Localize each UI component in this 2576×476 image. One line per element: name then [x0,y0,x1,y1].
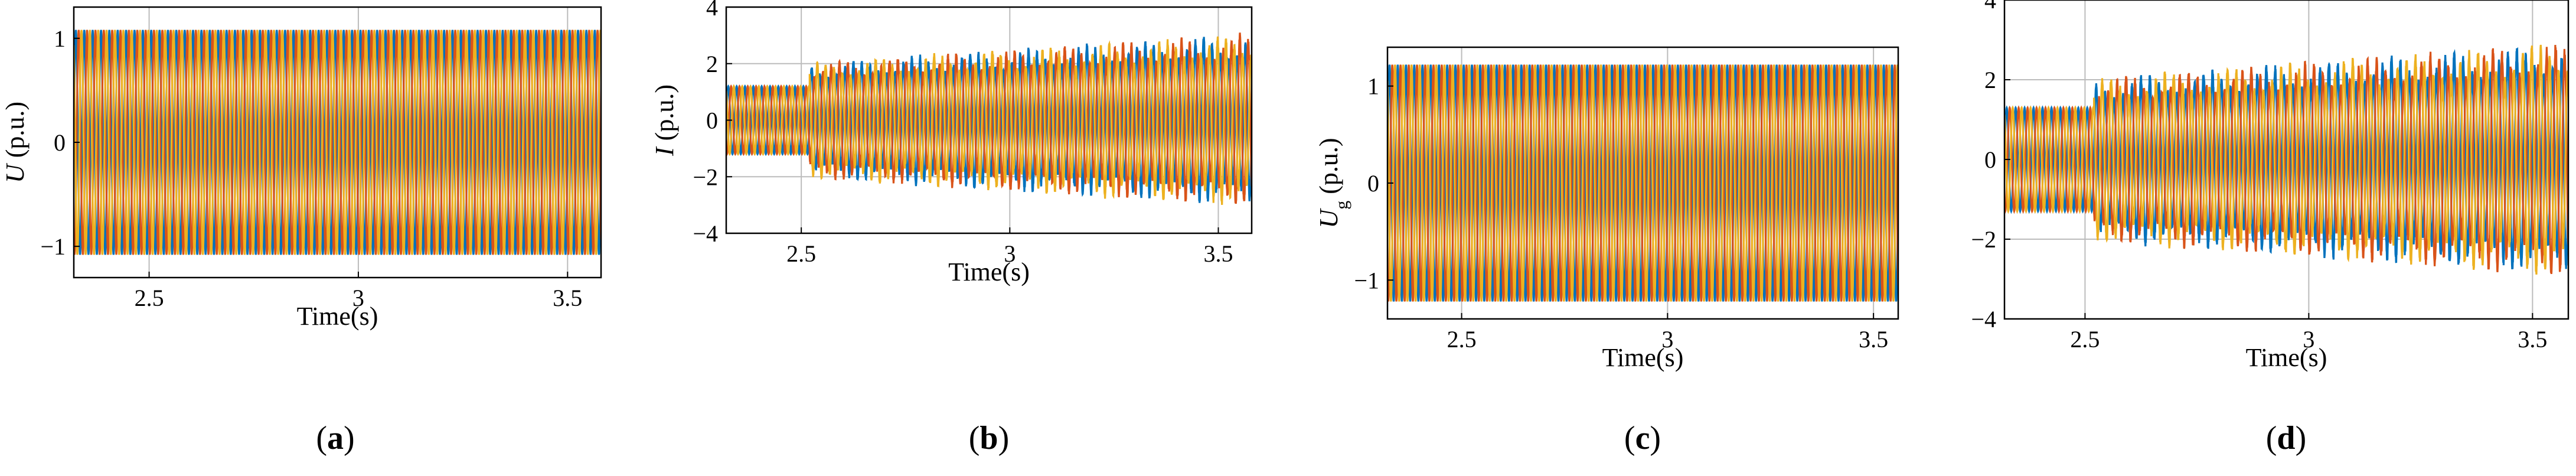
series-group [1387,64,1898,302]
x-tick-label: 2.5 [2070,326,2100,353]
y-axis-label: Ug (p.u.) [1314,138,1351,228]
x-tick-label: 3 [2303,326,2314,353]
x-tick-label: 3 [1004,240,1016,267]
y-tick-label: 0 [1984,146,1996,173]
series-line-phase-a [726,37,1252,203]
panel-caption: (a) [316,420,354,457]
series-line-phase-a [1387,64,1898,302]
y-axis-symbol: U [1,162,30,183]
x-tick-label: 3 [352,285,364,311]
x-axis-label: Time(s) [1602,343,1684,372]
y-tick-label: −1 [1354,267,1379,294]
x-tick-label: 2.5 [1447,326,1477,353]
caption-letter: c [1635,420,1650,457]
series-line-phase-b [726,32,1252,204]
y-tick-label: 1 [54,25,66,52]
series-line-phase-c [2004,44,2568,275]
panel-a: 2.5 3 3.5 −1 0 1 Time(s) U (p.u.) (a) [1,6,602,457]
panel-caption: (c) [1624,420,1661,457]
caption-letter: a [327,420,344,457]
y-axis-label: U (p.u.) [1,102,30,183]
caption-close: ) [2296,420,2307,457]
x-axis-label: Time(s) [297,302,378,331]
panel-caption: (d) [2266,420,2306,457]
y-tick-label: 2 [1984,67,1996,93]
y-axis-subscript: g [1332,201,1351,210]
x-tick-label: 3.5 [553,285,582,311]
y-tick-label: −1 [40,233,66,260]
series-line-phase-b [74,30,601,255]
caption-open: ( [316,420,327,457]
x-tick-label: 3.5 [1203,240,1233,267]
series-line-phase-b [2004,45,2568,275]
caption-close: ) [1650,420,1661,457]
caption-open: ( [1624,420,1635,457]
caption-close: ) [344,420,355,457]
series-line-phase-c [74,30,601,255]
y-axis-unit: (p.u.) [1,102,30,164]
panel-d: 2.5 3 3.5 −4 −2 0 2 4 Time(s) (d) [1971,0,2570,457]
y-axis-unit: (p.u.) [1314,138,1343,200]
caption-letter: b [980,420,998,457]
series-group [2004,44,2568,275]
x-tick-label: 2.5 [786,240,816,267]
series-group [726,32,1252,205]
series-group [74,30,601,255]
y-tick-label: −4 [693,220,718,247]
y-tick-label: 0 [706,107,718,134]
y-tick-label: −4 [1971,306,1996,332]
caption-open: ( [2266,420,2277,457]
series-line-phase-b [1387,64,1898,302]
series-line-phase-a [74,30,601,255]
y-tick-label: −2 [1971,226,1996,253]
y-tick-label: 2 [706,51,718,77]
y-axis-unit: (p.u.) [650,84,679,147]
series-line-phase-c [1387,64,1898,302]
y-tick-label: 4 [706,0,718,21]
x-tick-label: 3.5 [2518,326,2547,353]
y-tick-label: 1 [1367,73,1379,100]
panel-b: 2.5 3 3.5 −4 −2 0 2 4 Time(s) I (p.u.) (b) [650,0,1253,457]
x-tick-label: 2.5 [135,285,164,311]
y-axis-symbol: I [650,146,679,157]
x-tick-label: 3 [1661,326,1673,353]
y-tick-label: 4 [1984,0,1996,14]
series-line-phase-c [726,36,1252,205]
x-tick-label: 3.5 [1859,326,1888,353]
x-axis-label: Time(s) [948,257,1030,286]
y-tick-label: 0 [54,129,66,156]
caption-letter: d [2277,420,2295,457]
caption-close: ) [998,420,1010,457]
y-tick-label: 0 [1367,170,1379,197]
panel-c: 2.5 3 3.5 −1 0 1 Time(s) Ug (p.u.) (c) [1314,46,1899,457]
y-axis-label: I (p.u.) [650,84,679,157]
x-axis-label: Time(s) [2246,343,2327,372]
y-axis-symbol: U [1314,208,1343,229]
caption-open: ( [969,420,980,457]
series-line-phase-a [2004,47,2568,270]
panel-caption: (b) [969,420,1009,457]
y-tick-label: −2 [693,164,718,190]
